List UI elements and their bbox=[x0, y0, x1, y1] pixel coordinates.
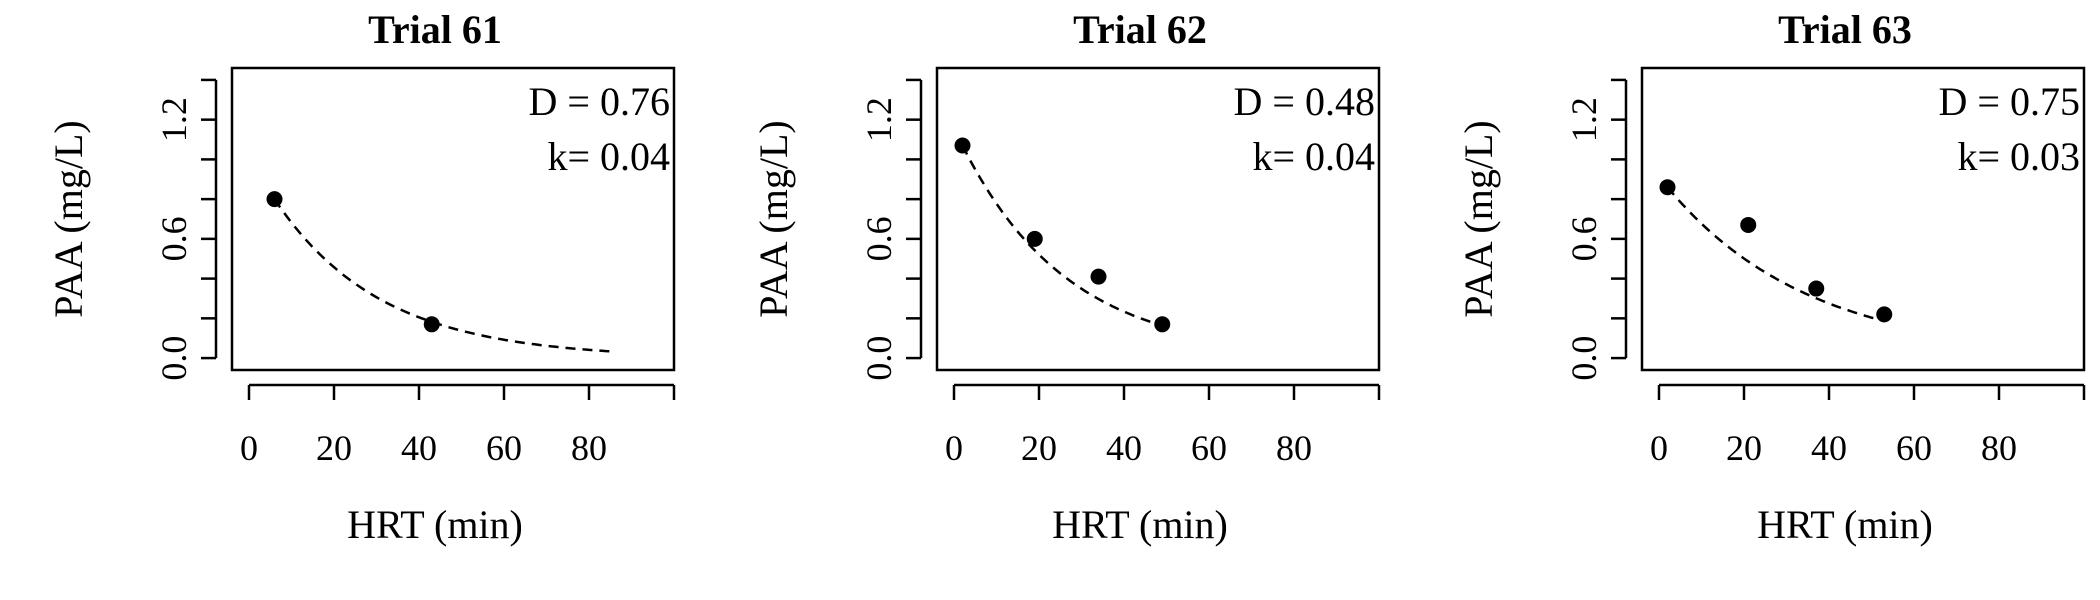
data-point bbox=[1026, 230, 1043, 247]
x-axis-title: HRT (min) bbox=[347, 502, 523, 547]
x-tick-label: 0 bbox=[945, 428, 963, 468]
y-tick-label: 0.6 bbox=[154, 216, 194, 261]
x-tick-label: 40 bbox=[1811, 428, 1847, 468]
annotation-k: k= 0.03 bbox=[1957, 134, 2080, 179]
data-point bbox=[423, 316, 440, 333]
fit-curve-layer bbox=[961, 144, 1163, 327]
x-tick-label: 20 bbox=[1726, 428, 1762, 468]
x-tick-label: 40 bbox=[401, 428, 437, 468]
x-axis: 0 20 40 60 80 bbox=[1650, 383, 2086, 468]
y-tick-label: 0.6 bbox=[1564, 216, 1604, 261]
data-point bbox=[954, 137, 971, 154]
y-axis: 0.0 0.6 1.2 bbox=[859, 78, 923, 381]
annotation-d: D = 0.75 bbox=[1939, 79, 2080, 124]
x-tick-label: 0 bbox=[1650, 428, 1668, 468]
data-point bbox=[1740, 216, 1757, 233]
x-axis-title: HRT (min) bbox=[1757, 502, 1933, 547]
data-point bbox=[266, 191, 283, 208]
data-points bbox=[266, 191, 440, 333]
data-point bbox=[1154, 316, 1171, 333]
panel-trial-61: Trial 61 D = 0.76 k= 0.04 HRT (min) PAA … bbox=[46, 7, 676, 547]
fit-curve bbox=[273, 198, 611, 353]
data-points bbox=[1659, 179, 1893, 323]
x-tick-label: 80 bbox=[1981, 428, 2017, 468]
fit-curve bbox=[1666, 186, 1885, 323]
plot-frame bbox=[1640, 66, 2086, 372]
y-tick-label: 1.2 bbox=[154, 97, 194, 142]
plot-frame bbox=[935, 66, 1381, 372]
annotation-k: k= 0.04 bbox=[1252, 134, 1375, 179]
y-axis: 0.0 0.6 1.2 bbox=[1564, 78, 1628, 381]
x-tick-label: 40 bbox=[1106, 428, 1142, 468]
y-tick-label: 1.2 bbox=[859, 97, 899, 142]
annotation-k: k= 0.04 bbox=[547, 134, 670, 179]
y-tick-label: 0.0 bbox=[1564, 336, 1604, 381]
fit-curve-layer bbox=[273, 198, 611, 353]
y-tick-label: 0.0 bbox=[154, 336, 194, 381]
annotation-d: D = 0.76 bbox=[529, 79, 670, 124]
panel-trial-63: Trial 63 D = 0.75 k= 0.03 HRT (min) PAA … bbox=[1456, 7, 2086, 547]
y-axis-title: PAA (mg/L) bbox=[751, 120, 796, 317]
panel-title: Trial 63 bbox=[1778, 7, 1912, 52]
x-tick-label: 20 bbox=[316, 428, 352, 468]
x-tick-label: 0 bbox=[240, 428, 258, 468]
x-tick-label: 80 bbox=[1276, 428, 1312, 468]
x-tick-label: 60 bbox=[486, 428, 522, 468]
data-point bbox=[1659, 179, 1676, 196]
x-axis-title: HRT (min) bbox=[1052, 502, 1228, 547]
y-tick-label: 0.0 bbox=[859, 336, 899, 381]
x-axis: 0 20 40 60 80 bbox=[945, 383, 1381, 468]
data-points bbox=[954, 137, 1171, 333]
x-tick-label: 60 bbox=[1896, 428, 1932, 468]
data-point bbox=[1090, 268, 1107, 285]
data-point bbox=[1808, 280, 1825, 297]
x-axis: 0 20 40 60 80 bbox=[240, 383, 676, 468]
y-axis-title: PAA (mg/L) bbox=[1456, 120, 1501, 317]
x-tick-label: 60 bbox=[1191, 428, 1227, 468]
x-tick-label: 80 bbox=[571, 428, 607, 468]
y-tick-label: 1.2 bbox=[1564, 97, 1604, 142]
panel-title: Trial 61 bbox=[368, 7, 502, 52]
data-point bbox=[1876, 306, 1893, 323]
panel-trial-62: Trial 62 D = 0.48 k= 0.04 HRT (min) PAA … bbox=[751, 7, 1381, 547]
annotation-d: D = 0.48 bbox=[1234, 79, 1375, 124]
x-tick-label: 20 bbox=[1021, 428, 1057, 468]
y-axis: 0.0 0.6 1.2 bbox=[154, 78, 218, 381]
plot-frame bbox=[230, 66, 676, 372]
y-axis-title: PAA (mg/L) bbox=[46, 120, 91, 317]
fit-curve-layer bbox=[1666, 186, 1885, 323]
panel-title: Trial 62 bbox=[1073, 7, 1207, 52]
y-tick-label: 0.6 bbox=[859, 216, 899, 261]
fit-curve bbox=[961, 144, 1163, 327]
